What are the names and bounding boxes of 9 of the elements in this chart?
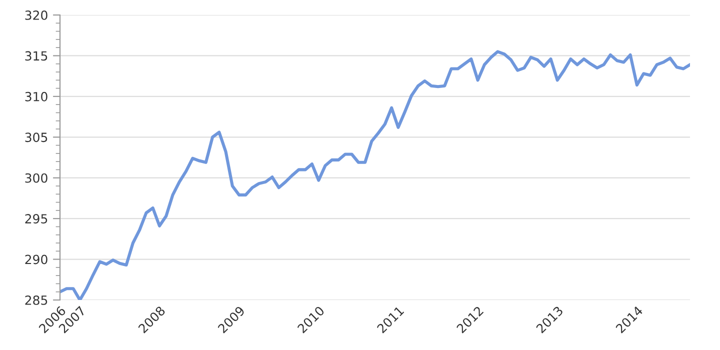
y-tick-label: 310 (25, 92, 48, 102)
y-tick-label: 315 (25, 51, 48, 61)
line-series (60, 50, 690, 300)
y-tick-label: 305 (25, 132, 48, 142)
y-tick-label: 295 (25, 214, 48, 224)
y-tick-label: 285 (25, 295, 48, 305)
y-tick-label: 300 (25, 173, 48, 183)
y-tick-label: 320 (25, 10, 48, 20)
y-tick-label: 290 (25, 254, 48, 264)
